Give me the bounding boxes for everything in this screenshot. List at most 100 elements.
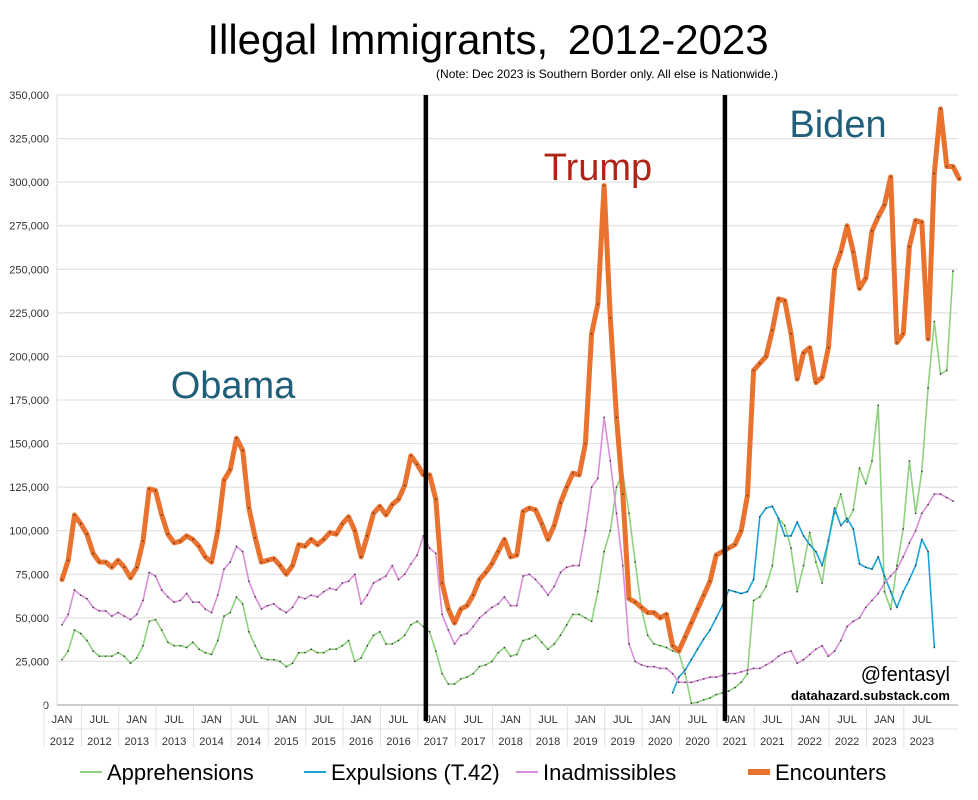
x-tick-month: JAN [500, 714, 521, 726]
y-tick-label: 350,000 [9, 90, 49, 102]
data-point [946, 369, 948, 372]
data-point [528, 573, 531, 575]
data-point [217, 594, 219, 596]
data-point [241, 550, 244, 553]
data-point [472, 625, 474, 628]
chart-title: Illegal Immigrants, 2012-2023 [207, 16, 768, 63]
data-point [646, 634, 649, 636]
data-point [752, 578, 755, 581]
data-point [541, 523, 543, 525]
data-point [565, 486, 568, 488]
x-tick-month: JAN [201, 714, 222, 726]
data-point [67, 613, 69, 616]
data-point [403, 484, 406, 487]
data-point [796, 521, 798, 523]
data-point [516, 554, 518, 556]
data-point [927, 503, 929, 506]
data-point [254, 536, 256, 539]
data-point [547, 594, 549, 596]
data-point [572, 472, 574, 474]
data-point [746, 672, 749, 675]
data-point [827, 655, 830, 657]
chart-title-years: 2012-2023 [568, 16, 769, 63]
data-point [933, 493, 936, 495]
data-point [534, 634, 537, 636]
annotation-obama: Obama [171, 365, 296, 407]
data-point [653, 611, 655, 614]
data-point [690, 702, 693, 704]
data-point [877, 404, 879, 406]
data-point [921, 221, 923, 223]
data-point [104, 561, 107, 563]
data-point [291, 662, 294, 664]
data-point [491, 563, 493, 565]
data-point [777, 655, 780, 657]
data-point [721, 674, 724, 677]
data-point [896, 568, 898, 570]
data-point [266, 559, 269, 562]
data-point [254, 596, 256, 598]
data-point [304, 545, 306, 548]
data-point [310, 648, 312, 650]
legend-label: Encounters [775, 760, 886, 785]
data-point [790, 333, 792, 335]
data-point [273, 658, 275, 661]
data-point [628, 597, 630, 600]
data-point [727, 690, 730, 692]
data-point [534, 578, 537, 581]
data-point [908, 542, 911, 544]
data-point [752, 667, 755, 670]
data-point [160, 629, 163, 631]
legend-label: Apprehensions [107, 760, 254, 785]
data-point [397, 639, 400, 642]
data-point [204, 652, 207, 654]
data-point [104, 655, 107, 657]
data-point [889, 575, 892, 577]
data-point [509, 556, 512, 558]
data-point [902, 591, 904, 593]
data-point [185, 592, 188, 595]
data-point [472, 672, 474, 675]
data-point [185, 535, 188, 537]
data-point [360, 556, 362, 558]
x-tick-month: JAN [52, 714, 73, 726]
data-point [229, 611, 231, 614]
data-point [160, 514, 163, 516]
data-point [827, 540, 830, 542]
data-point [279, 564, 281, 567]
data-point [92, 606, 94, 609]
data-point [852, 528, 855, 530]
data-point [254, 645, 256, 647]
data-point [379, 505, 381, 508]
data-point [858, 467, 861, 469]
x-tick-month: JUL [763, 714, 783, 726]
x-tick-year: 2019 [611, 736, 635, 748]
data-point [914, 530, 917, 532]
data-point [341, 582, 344, 584]
data-point [709, 580, 711, 582]
data-point [453, 622, 456, 624]
data-point [298, 596, 300, 598]
annotation-biden: Biden [789, 104, 886, 146]
series-layer [59, 106, 962, 705]
data-point [329, 587, 331, 589]
data-point [858, 287, 861, 290]
data-point [285, 611, 288, 614]
data-point [684, 669, 686, 671]
data-point [67, 650, 69, 652]
x-tick-month: JAN [650, 714, 671, 726]
data-point [877, 592, 879, 595]
x-tick-year: 2017 [424, 736, 448, 748]
data-point [833, 268, 836, 270]
data-point [871, 230, 873, 232]
data-point [516, 604, 518, 607]
data-point [933, 646, 936, 649]
data-point [703, 678, 705, 680]
data-point [590, 620, 593, 623]
data-point [347, 639, 350, 642]
data-point [372, 634, 375, 636]
data-point [640, 664, 643, 666]
data-point [883, 575, 886, 577]
data-point [559, 634, 562, 636]
